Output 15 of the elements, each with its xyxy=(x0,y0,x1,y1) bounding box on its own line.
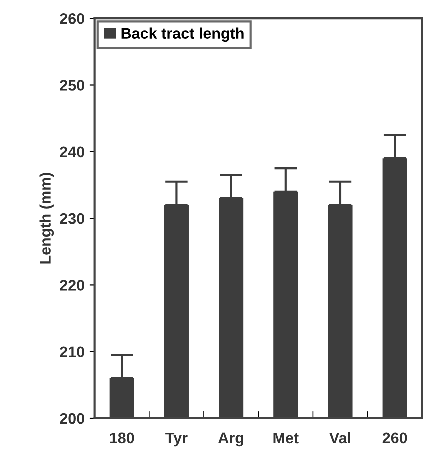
y-tick-label: 260 xyxy=(60,13,84,24)
y-tick-label: 250 xyxy=(60,80,84,91)
x-tick-label: Arg xyxy=(218,432,244,447)
x-tick-label: 180 xyxy=(110,432,134,444)
y-tick-label: 200 xyxy=(60,413,84,424)
y-tick-label: 230 xyxy=(60,213,84,224)
x-tick-label: Val xyxy=(330,432,350,444)
y-tick-label: 240 xyxy=(60,146,84,158)
legend-label: Back tract length xyxy=(122,28,244,42)
y-tick-label: 210 xyxy=(60,346,84,358)
x-tick-label: Met xyxy=(274,432,299,444)
x-tick-label: 260 xyxy=(382,432,408,444)
x-tick-label: Tyr xyxy=(166,432,188,447)
y-tick-label: 220 xyxy=(60,280,84,291)
y-axis-title: Length (mm) xyxy=(40,173,54,264)
